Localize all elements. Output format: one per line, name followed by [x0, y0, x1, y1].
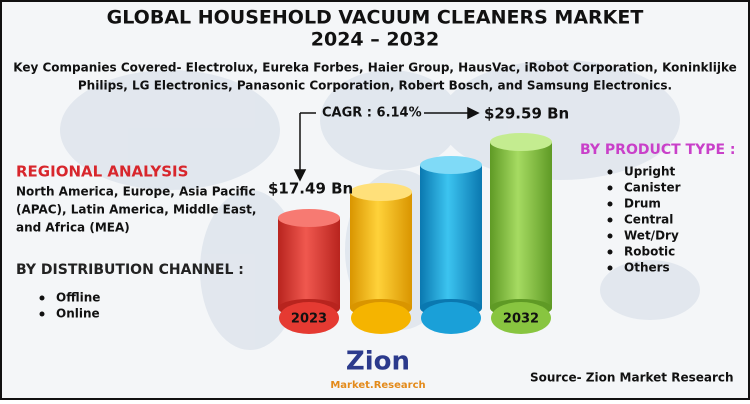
regional-text: (APAC), Latin America, Middle East, — [16, 203, 256, 217]
companies: Key Companies Covered- Electrolux, Eurek… — [13, 61, 737, 75]
bullet — [607, 185, 613, 191]
list-item: Robotic — [624, 245, 675, 259]
year: 2023 — [291, 312, 327, 327]
list-item: Offline — [56, 291, 100, 305]
distribution-heading: BY DISTRIBUTION CHANNEL : — [16, 262, 244, 278]
title: 2024 – 2032 — [311, 29, 440, 51]
logo-sub: Market.Research — [330, 380, 425, 391]
source: Source- Zion Market Research — [530, 371, 734, 385]
arrows — [293, 106, 480, 182]
title: GLOBAL HOUSEHOLD VACUUM CLEANERS MARKET — [107, 7, 644, 29]
regional-text: North America, Europe, Asia Pacific — [16, 185, 256, 199]
cagr: CAGR : 6.14% — [322, 106, 422, 121]
list-item: Drum — [624, 197, 661, 211]
bullet — [607, 169, 613, 175]
logo: Zion Market.Research — [330, 347, 425, 392]
bullet — [607, 217, 613, 223]
start-value: $17.49 Bn — [268, 180, 353, 198]
regional-text: and Africa (MEA) — [16, 221, 130, 235]
list-item: Wet/Dry — [624, 229, 679, 243]
regional-heading: REGIONAL ANALYSIS — [16, 163, 188, 181]
year-ovals — [279, 302, 551, 334]
list-item: Central — [624, 213, 673, 227]
list-item: Canister — [624, 181, 681, 195]
bullet — [39, 311, 45, 317]
product-heading: BY PRODUCT TYPE : — [580, 142, 736, 158]
bullet — [607, 201, 613, 207]
logo-name: Zion — [346, 347, 410, 377]
list-item: Upright — [624, 165, 675, 179]
bullet — [607, 249, 613, 255]
bullet — [607, 265, 613, 271]
year: 2032 — [503, 312, 539, 327]
end-value: $29.59 Bn — [484, 105, 569, 123]
companies: Philips, LG Electronics, Panasonic Corpo… — [78, 79, 672, 93]
list-item: Others — [624, 261, 670, 275]
bullet — [607, 233, 613, 239]
list-item: Online — [56, 307, 100, 321]
bullet — [39, 295, 45, 301]
